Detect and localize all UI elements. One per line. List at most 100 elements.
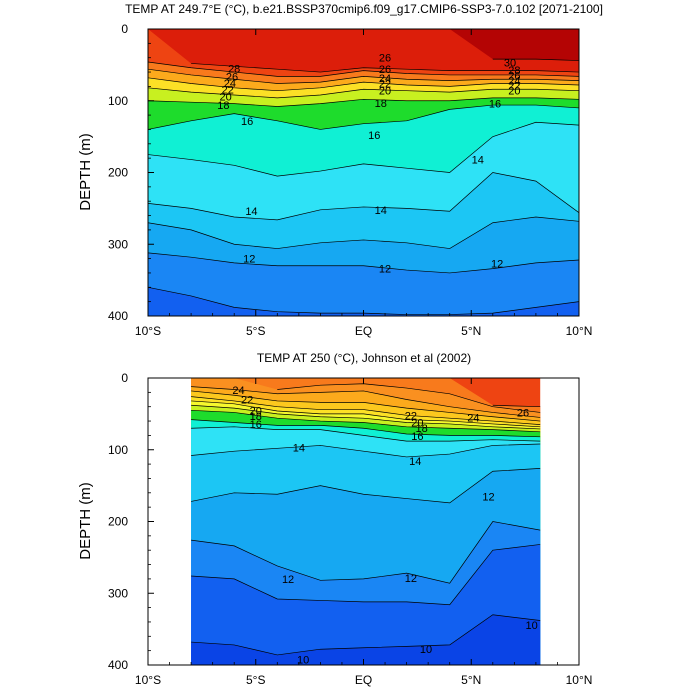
top-isotherm-18 <box>148 97 579 107</box>
top-contour-label: 26 <box>226 71 238 83</box>
bot-fill-below-10 <box>191 614 541 665</box>
top-contour-lines <box>148 58 579 315</box>
bottom-x-axis: 10°S 5°S EQ 5°N 10°N <box>135 378 592 687</box>
bot-isotherm-18 <box>191 409 541 433</box>
bot-contour-label: 10 <box>297 654 309 666</box>
bot-isotherm-24 <box>191 386 541 418</box>
top-contour-fills <box>148 29 579 316</box>
top-contour-label: 14 <box>375 205 387 217</box>
bot-fill-below-11 <box>191 544 541 665</box>
top-x-tick-label: 5°S <box>246 324 265 338</box>
bot-isotherm-13 <box>191 468 541 504</box>
bot-isotherm-21 <box>191 400 541 428</box>
top-contour-labels: 2826242220181614122626242220181614123028… <box>217 53 520 276</box>
top-contour-label: 28 <box>228 63 240 75</box>
bottom-y-axis-label: DEPTH (m) <box>77 482 94 560</box>
bot-isotherm-26 <box>492 404 541 408</box>
bot-contour-label: 22 <box>405 410 417 422</box>
top-chart-title: TEMP AT 249.7°E (°C), b.e21.BSSP370cmip6… <box>125 2 603 16</box>
top-contour-label: 12 <box>243 254 255 266</box>
bot-x-tick-label: 10°S <box>135 673 161 687</box>
bot-contour-label: 14 <box>409 456 421 468</box>
top-x-tick-label: 5°N <box>461 324 481 338</box>
bot-isotherm-10 <box>191 614 541 656</box>
bot-isotherm-12 <box>191 521 541 584</box>
bot-contour-label: 12 <box>482 491 494 503</box>
bot-contour-label: 10 <box>420 644 432 656</box>
top-x-axis: 10°S 5°S EQ 5°N 10°N <box>135 29 592 338</box>
top-contour-label: 12 <box>491 259 503 271</box>
top-x-tick-label: 10°S <box>135 324 161 338</box>
top-contour-label: 18 <box>217 100 229 112</box>
top-contour-label: 20 <box>508 86 520 98</box>
top-isotherm-12 <box>148 252 579 274</box>
top-x-tick-label: 10°N <box>566 324 593 338</box>
bot-y-tick-label: 100 <box>108 443 128 457</box>
bot-contour-label: 24 <box>467 412 479 424</box>
bot-contour-label: 18 <box>416 423 428 435</box>
bot-y-tick-label: 300 <box>108 586 128 600</box>
top-contour-label: 14 <box>472 155 484 167</box>
top-contour-label: 22 <box>508 81 520 93</box>
bot-isotherm-16 <box>191 419 541 438</box>
top-contour-label: 18 <box>375 98 387 110</box>
top-isotherm-20 <box>148 87 579 99</box>
top-contour-label: 24 <box>379 73 391 85</box>
top-contour-label: 22 <box>222 84 234 96</box>
top-contour-label: 24 <box>224 78 236 90</box>
top-fill-below-12 <box>148 252 579 316</box>
top-contour-label: 16 <box>368 130 380 142</box>
top-y-tick-label: 300 <box>108 237 128 251</box>
bot-contour-label: 12 <box>282 574 294 586</box>
top-contour-label: 26 <box>379 64 391 76</box>
bot-x-tick-label: 5°N <box>461 673 481 687</box>
bot-y-tick-label: 0 <box>121 371 128 385</box>
bot-isotherm-20 <box>191 404 541 430</box>
top-contour-label: 20 <box>379 86 391 98</box>
top-isotherm-24 <box>148 68 579 84</box>
bot-isotherm-11 <box>191 544 541 606</box>
bot-isotherm-22 <box>191 396 541 425</box>
bot-x-tick-label: 10°N <box>566 673 593 687</box>
top-isotherm-26 <box>148 61 579 77</box>
bot-contour-label: 24 <box>232 385 244 397</box>
top-y-tick-label: 200 <box>108 166 128 180</box>
top-x-tick-label: EQ <box>355 324 372 338</box>
bot-isotherm-23 <box>191 390 541 422</box>
bottom-chart-panel: TEMP AT 250 (°C), Johnson et al (2002) D… <box>77 351 592 687</box>
top-y-axis: 0 100 200 300 400 <box>108 22 154 323</box>
bot-isotherm-25 <box>277 383 541 413</box>
top-y-axis-label: DEPTH (m) <box>77 133 94 211</box>
bot-contour-label: 12 <box>405 573 417 585</box>
bot-contour-label: 18 <box>250 411 262 423</box>
bottom-chart-title: TEMP AT 250 (°C), Johnson et al (2002) <box>257 351 471 365</box>
top-contour-label: 16 <box>489 99 501 111</box>
bot-contour-label: 22 <box>241 395 253 407</box>
bot-contour-label: 26 <box>517 407 529 419</box>
bot-isotherm-14 <box>191 443 541 458</box>
bot-isotherm-15 <box>191 426 541 442</box>
bot-contour-label: 14 <box>293 443 305 455</box>
bot-contour-label: 16 <box>250 419 262 431</box>
bot-x-tick-label: EQ <box>355 673 372 687</box>
top-y-tick-label: 400 <box>108 309 128 323</box>
top-contour-label: 20 <box>219 91 231 103</box>
top-isotherm-15 <box>148 121 579 177</box>
bot-y-tick-label: 200 <box>108 515 128 529</box>
bot-contour-label: 10 <box>525 620 537 632</box>
top-contour-label: 26 <box>508 71 520 83</box>
bot-x-tick-label: 5°S <box>246 673 265 687</box>
top-isotherm-28 <box>191 63 579 73</box>
top-isotherm-13 <box>148 216 579 249</box>
top-contour-label: 28 <box>508 65 520 77</box>
bottom-y-axis: 0 100 200 300 400 <box>108 371 154 672</box>
top-contour-label: 30 <box>504 58 516 70</box>
bot-contour-label: 16 <box>411 431 423 443</box>
top-contour-label: 22 <box>379 79 391 91</box>
bot-contour-label: 20 <box>250 405 262 417</box>
top-y-tick-label: 100 <box>108 94 128 108</box>
top-contour-label: 12 <box>379 264 391 276</box>
top-contour-label: 26 <box>379 53 391 65</box>
